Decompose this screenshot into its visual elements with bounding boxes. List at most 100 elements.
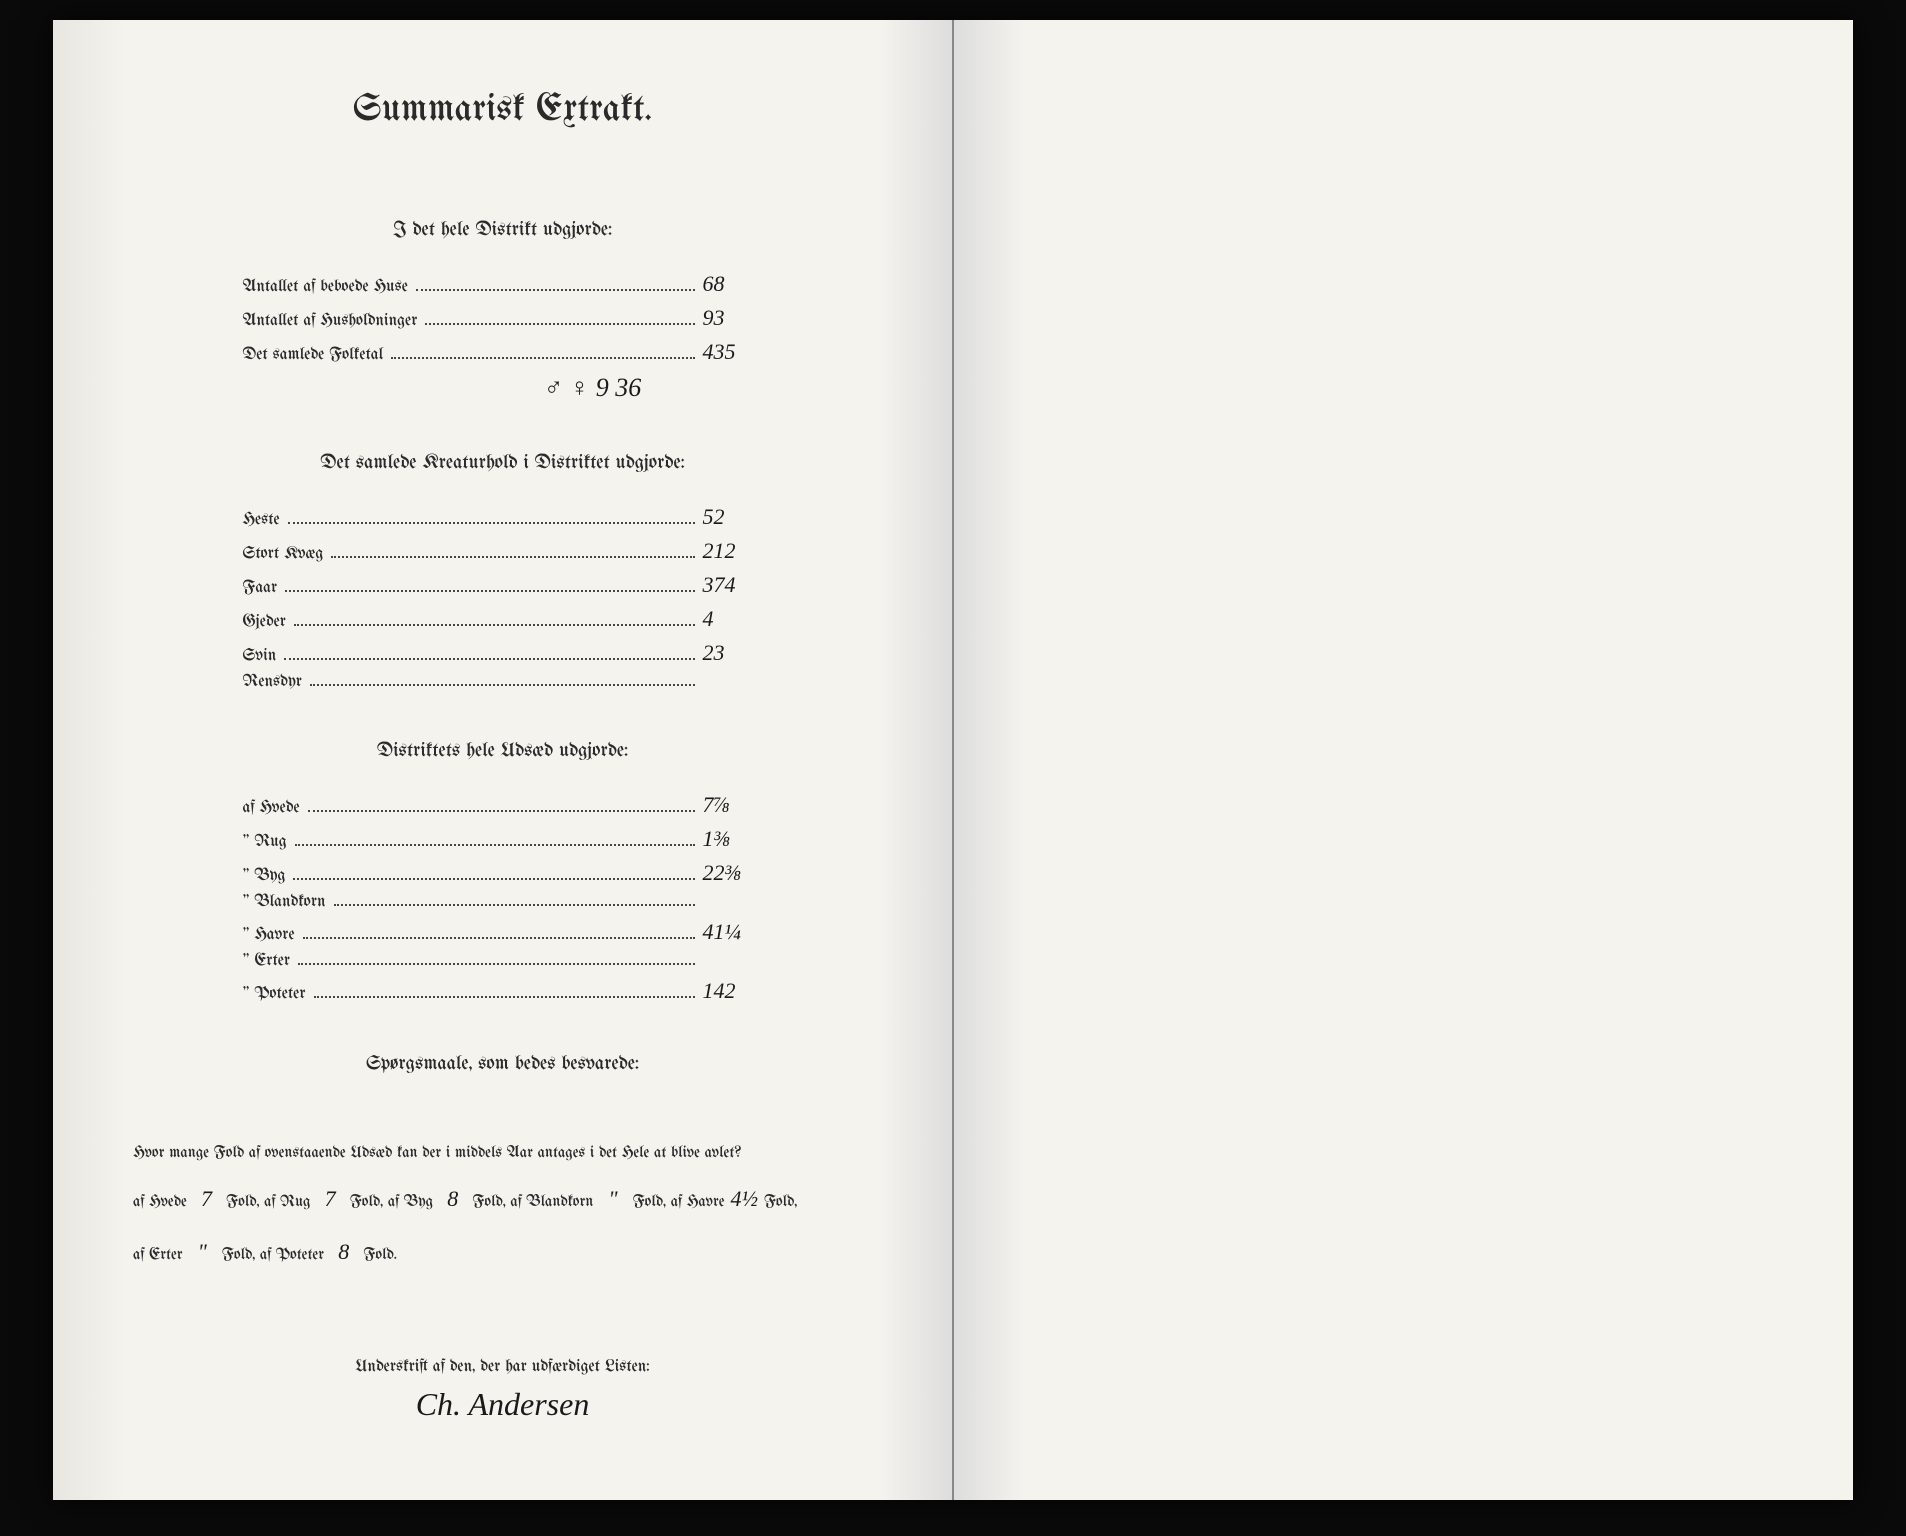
leader-dots [293, 878, 694, 880]
fold-suffix: Fold. [363, 1247, 397, 1264]
row-value: 93 [703, 305, 763, 331]
data-row: " Poteter 142 [243, 978, 763, 1004]
fold-value: 7 [315, 1173, 345, 1226]
row-value: 52 [703, 504, 763, 530]
data-row: " Erter [243, 953, 763, 970]
data-row: Heste 52 [243, 504, 763, 530]
row-label: " Blandkorn [243, 894, 326, 911]
signature-name: Ch. Andersen [113, 1386, 892, 1423]
book-spread: Summarisk Extrakt. I det hele Distrikt u… [53, 20, 1853, 1500]
leader-dots [288, 522, 695, 524]
row-label: Faar [243, 580, 278, 597]
data-row: Gjeder 4 [243, 606, 763, 632]
row-value: 212 [703, 538, 763, 564]
row-label: Antallet af beboede Huse [243, 279, 408, 296]
row-label: Antallet af Husholdninger [243, 313, 418, 330]
data-row: " Havre 41¼ [243, 919, 763, 945]
fold-label: af Erter [133, 1247, 183, 1264]
fold-suffix: Fold, [633, 1194, 666, 1211]
row-label: Det samlede Folketal [243, 347, 384, 364]
section3-heading: Distriktets hele Udsæd udgjorde: [113, 741, 892, 762]
right-page-blank [954, 20, 1853, 1500]
leader-dots [331, 556, 694, 558]
fold-value: 8 [438, 1173, 468, 1226]
fold-label: af Havre [671, 1194, 725, 1211]
leader-dots [294, 624, 695, 626]
fold-item: af Rug 7 Fold, [264, 1194, 388, 1211]
fold-item: af Poteter 8 Fold. [260, 1247, 397, 1264]
row-value: 68 [703, 271, 763, 297]
fold-suffix: Fold, [764, 1194, 797, 1211]
section1-heading: I det hele Distrikt udgjorde: [113, 220, 892, 241]
fold-suffix: Fold, [222, 1247, 255, 1264]
leader-dots [285, 590, 694, 592]
leader-dots [310, 684, 695, 686]
leader-dots [298, 963, 694, 965]
fold-suffix: Fold, [350, 1194, 383, 1211]
section2-block: Heste 52 Stort Kvæg 212 Faar 374 Gjeder … [243, 504, 763, 691]
data-row: " Rug 1⅜ [243, 826, 763, 852]
section4-heading: Spørgsmaale, som bedes besvarede: [113, 1054, 892, 1075]
row-value: 7⅞ [703, 792, 763, 818]
row-label: " Byg [243, 868, 286, 885]
row-value: 435 [703, 339, 763, 365]
fold-value: 8 [329, 1226, 359, 1279]
signature-label: Underskrift af den, der har udfærdiget L… [113, 1359, 892, 1376]
fold-suffix: Fold, [472, 1194, 505, 1211]
data-row: af Hvede 7⅞ [243, 792, 763, 818]
question-intro: Hvor mange Fold af ovenstaaende Udsæd ka… [133, 1145, 742, 1162]
leader-dots [284, 658, 694, 660]
fold-label: af Rug [264, 1194, 310, 1211]
row-label: Stort Kvæg [243, 546, 324, 563]
row-value: 4 [703, 606, 763, 632]
row-label: Rensdyr [243, 674, 302, 691]
row-value: 374 [703, 572, 763, 598]
row-value: 41¼ [703, 919, 763, 945]
row-value: 23 [703, 640, 763, 666]
row-label: " Rug [243, 834, 287, 851]
leader-dots [416, 289, 695, 291]
row-value: 22⅜ [703, 860, 763, 886]
fold-label: af Byg [388, 1194, 433, 1211]
fold-item: af Erter " Fold, [133, 1247, 260, 1264]
fold-suffix: Fold, [226, 1194, 259, 1211]
row-label: " Erter [243, 953, 291, 970]
left-page: Summarisk Extrakt. I det hele Distrikt u… [53, 20, 954, 1500]
row-value: 1⅜ [703, 826, 763, 852]
row-value: 142 [703, 978, 763, 1004]
data-row: Antallet af Husholdninger 93 [243, 305, 763, 331]
data-row: Faar 374 [243, 572, 763, 598]
fold-item: af Blandkorn " Fold, [510, 1194, 670, 1211]
section3-block: af Hvede 7⅞ " Rug 1⅜ " Byg 22⅜ " Blandko… [243, 792, 763, 1004]
data-row: " Byg 22⅜ [243, 860, 763, 886]
leader-dots [314, 996, 695, 998]
section2-heading: Det samlede Kreaturhold i Distriktet udg… [113, 453, 892, 474]
fold-label: af Hvede [133, 1194, 187, 1211]
data-row: " Blandkorn [243, 894, 763, 911]
row-label: af Hvede [243, 800, 300, 817]
page-title: Summarisk Extrakt. [113, 90, 892, 130]
fold-label: af Poteter [260, 1247, 324, 1264]
row-label: Heste [243, 512, 280, 529]
signature-block: Underskrift af den, der har udfærdiget L… [113, 1359, 892, 1423]
data-row: Det samlede Folketal 435 [243, 339, 763, 365]
extra-handwritten: ♂ ♀ 9 36 [423, 373, 763, 403]
data-row: Stort Kvæg 212 [243, 538, 763, 564]
fold-item: af Byg 8 Fold, [388, 1194, 511, 1211]
leader-dots [334, 904, 695, 906]
data-row: Antallet af beboede Huse 68 [243, 271, 763, 297]
fold-value: " [598, 1173, 628, 1226]
fold-item: af Havre 4½ Fold, [671, 1194, 798, 1211]
fold-item: af Hvede 7 Fold, [133, 1194, 264, 1211]
row-label: " Havre [243, 927, 295, 944]
questions-block: Hvor mange Fold af ovenstaaende Udsæd ka… [133, 1135, 872, 1279]
row-label: Gjeder [243, 614, 286, 631]
leader-dots [425, 323, 694, 325]
leader-dots [303, 937, 695, 939]
leader-dots [391, 357, 694, 359]
data-row: Rensdyr [243, 674, 763, 691]
fold-value: 7 [191, 1173, 221, 1226]
fold-label: af Blandkorn [510, 1194, 593, 1211]
section1-block: Antallet af beboede Huse 68 Antallet af … [243, 271, 763, 403]
row-label: Svin [243, 648, 277, 665]
